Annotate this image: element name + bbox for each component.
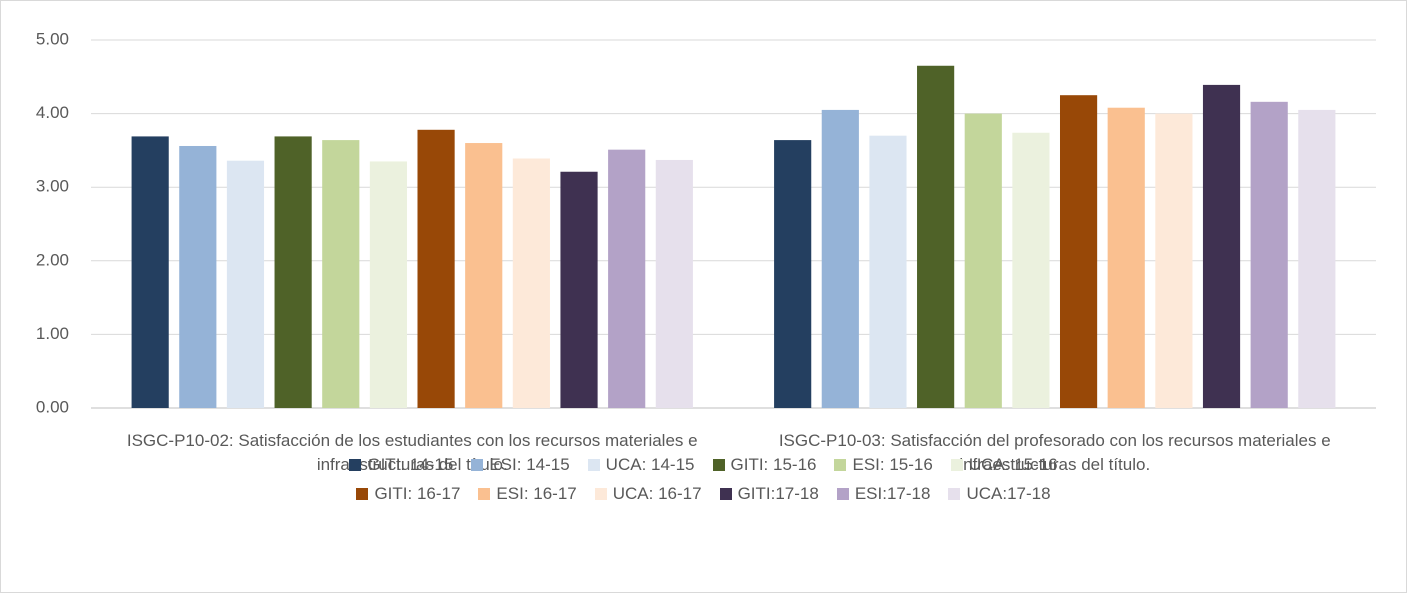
- bar: [869, 135, 907, 408]
- x-tick-label: ISGC-P10-02: Satisfacción de los estudia…: [126, 431, 698, 474]
- legend-item: UCA: 15-16: [950, 455, 1058, 475]
- legend-swatch: [356, 488, 369, 500]
- legend-item: ESI: 15-16: [834, 455, 933, 475]
- bar: [512, 158, 550, 408]
- bar: [964, 113, 1002, 408]
- legend-item: GITI: 15-16: [712, 455, 817, 475]
- legend-item: GITI:17-18: [719, 484, 819, 504]
- legend-label: ESI: 14-15: [489, 455, 570, 474]
- legend-label: GITI:17-18: [737, 484, 819, 503]
- legend-label: GITI: 16-17: [374, 484, 461, 503]
- bar: [322, 140, 360, 408]
- legend-label: ESI: 15-16: [852, 455, 933, 474]
- bar: [1107, 107, 1145, 408]
- bar: [1012, 132, 1050, 408]
- legend-swatch: [836, 488, 849, 500]
- legend-item: GITI: 14-15: [349, 455, 453, 475]
- bar: [608, 149, 646, 408]
- legend-label: ESI: 16-17: [496, 484, 577, 503]
- y-tick-label: 3.00: [36, 177, 69, 196]
- y-tick-label: 0.00: [36, 397, 69, 416]
- bar: [560, 171, 598, 408]
- bar: [655, 159, 693, 408]
- legend-label: GITI: 15-16: [730, 455, 817, 474]
- legend-item: GITI: 16-17: [356, 484, 460, 504]
- bar: [1250, 101, 1288, 408]
- legend-swatch: [478, 488, 491, 500]
- legend-item: ESI: 14-15: [471, 455, 570, 475]
- bar: [1298, 109, 1336, 409]
- bar: [1202, 84, 1241, 409]
- y-tick-label: 2.00: [36, 250, 69, 269]
- bar: [917, 65, 955, 408]
- bar: [274, 136, 312, 408]
- legend-swatch: [948, 488, 961, 500]
- legend-label: UCA: 14-15: [605, 455, 695, 474]
- legend-item: ESI:17-18: [836, 484, 931, 504]
- bar: [226, 160, 265, 408]
- y-tick-label: 4.00: [36, 103, 69, 122]
- bar: [465, 143, 503, 409]
- bar: [131, 136, 169, 408]
- bar: [1059, 95, 1098, 408]
- bar: [179, 145, 217, 408]
- legend-item: UCA: 14-15: [587, 455, 695, 475]
- legend-label: GITI: 14-15: [367, 455, 454, 474]
- legend-swatch: [834, 459, 847, 471]
- legend-item: UCA:17-18: [948, 484, 1051, 504]
- legend-swatch: [471, 459, 484, 471]
- bar: [369, 161, 408, 408]
- legend-item: ESI: 16-17: [478, 484, 577, 504]
- y-tick-label: 5.00: [36, 29, 69, 48]
- bar: [774, 140, 812, 408]
- legend-label: ESI:17-18: [854, 484, 931, 503]
- legend-swatch: [594, 488, 607, 500]
- bar: [821, 109, 859, 409]
- legend-label: UCA: 16-17: [612, 484, 702, 503]
- y-tick-label: 1.00: [36, 324, 69, 343]
- bar: [417, 129, 455, 409]
- legend-swatch: [712, 459, 725, 471]
- bar: [1155, 113, 1193, 408]
- legend-swatch: [349, 459, 362, 471]
- legend-row: GITI: 16-17 ESI: 16-17 UCA: 16-17 GITI:17-1…: [1, 484, 1406, 504]
- x-tick-label: ISGC-P10-03: Satisfacción del profesorad…: [778, 431, 1331, 474]
- legend-row: GITI: 14-15 ESI: 14-15 UCA: 14-15 GITI: 15-…: [1, 455, 1406, 475]
- legend-item: UCA: 16-17: [594, 484, 702, 504]
- legend-swatch: [719, 488, 732, 500]
- legend-label: UCA:17-18: [966, 484, 1051, 503]
- legend-label: UCA: 15-16: [968, 455, 1058, 474]
- legend-swatch: [587, 459, 600, 471]
- legend-swatch: [950, 459, 963, 471]
